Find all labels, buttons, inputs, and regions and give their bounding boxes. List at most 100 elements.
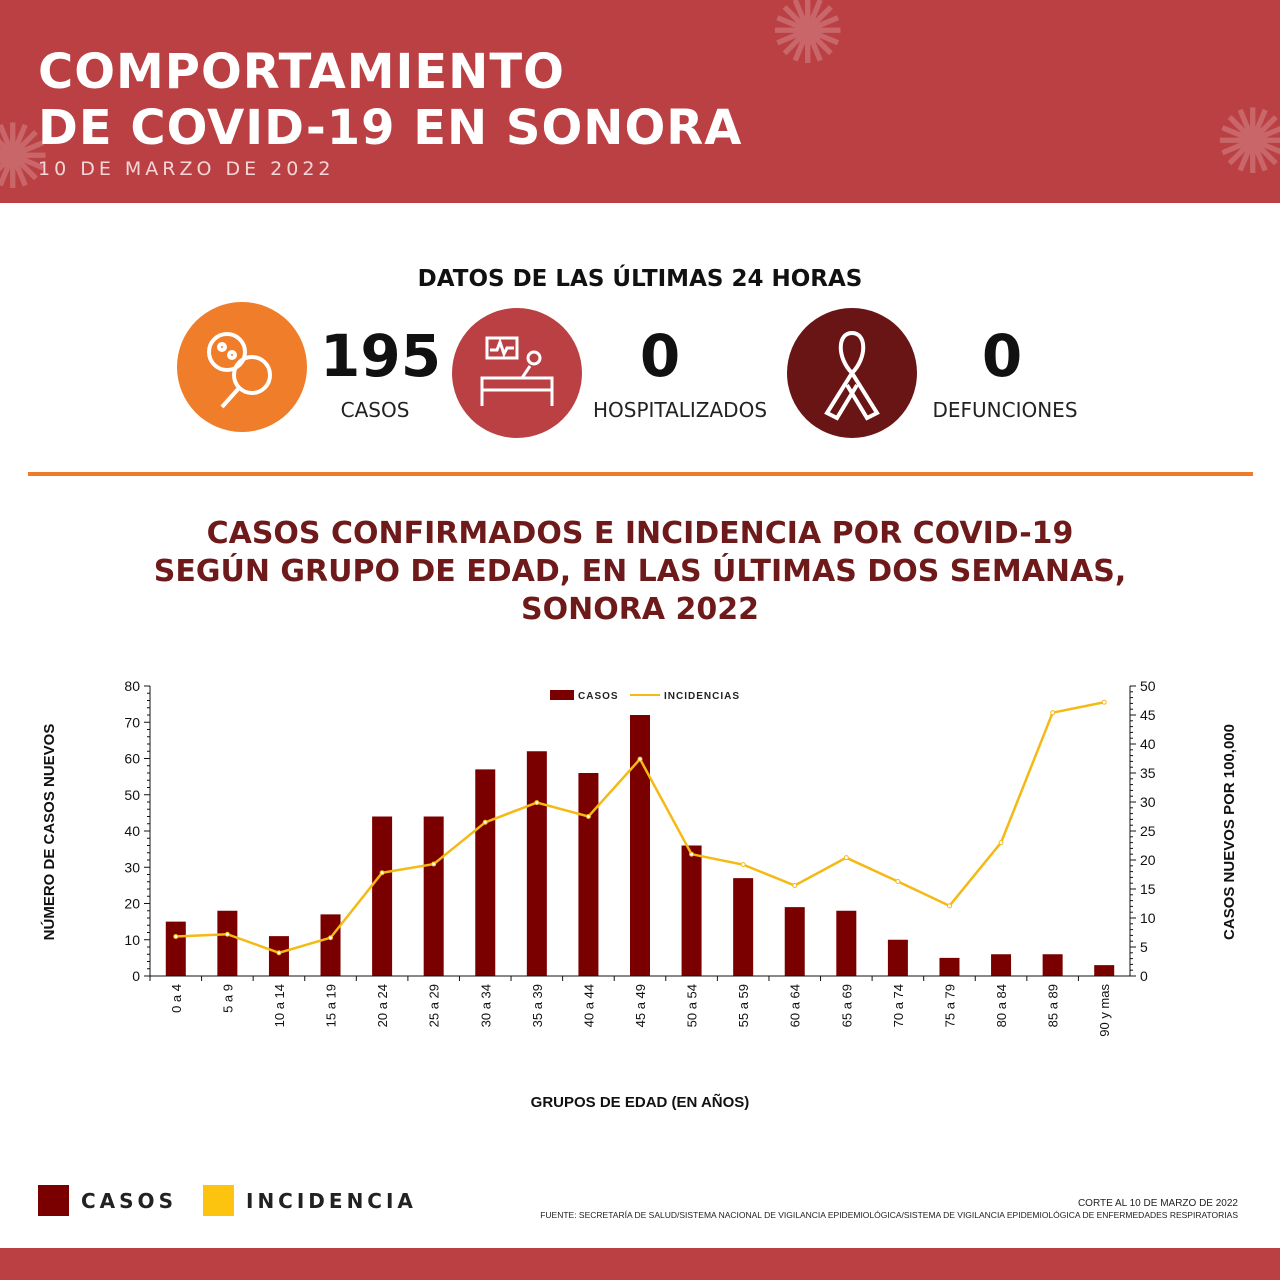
- bar-80-a-84: [991, 954, 1012, 976]
- x-tick-label: 40 a 44: [581, 984, 596, 1027]
- casos-swatch: [38, 1185, 69, 1216]
- legend-incidencias-label: INCIDENCIAS: [664, 691, 740, 702]
- bar-30-a-34: [475, 769, 496, 976]
- y2-tick-label: 45: [1140, 707, 1156, 723]
- y-tick-label: 0: [132, 968, 140, 984]
- incidence-point: [998, 840, 1004, 846]
- deaths-label: DEFUNCIONES: [932, 398, 1078, 422]
- legend-casos-swatch: [550, 690, 574, 700]
- y2-tick-label: 0: [1140, 968, 1148, 984]
- bar-0-a-4: [165, 921, 186, 976]
- chart-title-line: SEGÚN GRUPO DE EDAD, EN LAS ÚLTIMAS DOS …: [153, 554, 1127, 589]
- bar-70-a-74: [887, 939, 908, 976]
- y-tick-label: 70: [124, 714, 140, 730]
- virus-magnifier-icon: [177, 302, 307, 432]
- virus-decoration-icon: ✺: [770, 0, 846, 85]
- x-tick-label: 45 a 49: [633, 984, 648, 1027]
- x-tick-label: 0 a 4: [169, 984, 184, 1013]
- bar-45-a-49: [630, 715, 650, 976]
- incidence-point: [843, 855, 849, 861]
- incidence-point: [689, 851, 695, 857]
- x-axis-label: GRUPOS DE EDAD (EN AÑOS): [531, 1093, 750, 1111]
- y-tick-label: 60: [124, 751, 140, 767]
- y2-tick-label: 40: [1140, 736, 1156, 752]
- y-tick-label: 20: [124, 896, 140, 912]
- incidence-point: [895, 878, 901, 884]
- x-tick-label: 80 a 84: [994, 984, 1009, 1027]
- last24-heading: DATOS DE LAS ÚLTIMAS 24 HORAS: [417, 266, 863, 292]
- y2-tick-label: 10: [1140, 910, 1156, 926]
- y-tick-label: 50: [124, 787, 140, 803]
- incidence-point: [224, 931, 230, 937]
- header-banner: ✺ ✺ ✺ COMPORTAMIENTO DE COVID-19 EN SONO…: [0, 0, 1280, 210]
- x-tick-label: 35 a 39: [530, 984, 545, 1027]
- y-tick-label: 80: [124, 678, 140, 694]
- chart: 0 10 20 30 40 50 60 70 80 0 5 10 15 20 25 30 35 40 45 50 0 a…: [40, 678, 1238, 1111]
- incidence-point: [173, 934, 179, 940]
- bar-35-a-39: [526, 751, 547, 976]
- y-tick-label: 30: [124, 859, 140, 875]
- x-tick-label: 85 a 89: [1046, 984, 1061, 1027]
- page-title: COMPORTAMIENTO DE COVID-19 EN SONORA: [38, 44, 742, 156]
- incidence-point: [585, 814, 591, 819]
- y-axis-label: NÚMERO DE CASOS NUEVOS: [40, 724, 58, 941]
- x-tick-label: 15 a 19: [324, 984, 339, 1027]
- incidence-point: [1101, 699, 1107, 705]
- bar-90-y-mas: [1094, 965, 1115, 976]
- bar-55-a-59: [733, 878, 754, 976]
- bar-85-a-89: [1042, 954, 1063, 976]
- x-tick-label: 65 a 69: [839, 984, 854, 1027]
- x-tick-label: 25 a 29: [427, 984, 442, 1027]
- bar-5-a-9: [217, 910, 238, 976]
- incidence-point: [276, 950, 282, 956]
- incidence-point: [534, 800, 540, 806]
- chart-title: CASOS CONFIRMADOS E INCIDENCIA POR COVID…: [0, 515, 1280, 629]
- y2-tick-label: 15: [1140, 881, 1156, 897]
- incidencia-swatch: [203, 1185, 234, 1216]
- x-tick-label: 5 a 9: [220, 984, 235, 1013]
- divider: [28, 472, 1253, 476]
- report-date: 10 DE MARZO DE 2022: [38, 158, 335, 180]
- bar-50-a-54: [681, 845, 702, 976]
- y2-axis-label: CASOS NUEVOS POR 100,000: [1221, 724, 1238, 940]
- x-tick-label: 60 a 64: [788, 984, 803, 1027]
- y-tick-label: 40: [124, 823, 140, 839]
- virus-decoration-icon: ✺: [1215, 90, 1280, 195]
- legend-casos: CASOS: [38, 1185, 177, 1216]
- x-tick-label: 70 a 74: [891, 984, 906, 1027]
- x-tick-label: 30 a 34: [478, 984, 493, 1027]
- ribbon-icon: [787, 308, 917, 438]
- bar-75-a-79: [939, 957, 960, 976]
- y2-tick-label: 30: [1140, 794, 1156, 810]
- y-tick-label: 10: [124, 932, 140, 948]
- bar-65-a-69: [836, 910, 857, 976]
- x-tick-label: 20 a 24: [375, 984, 390, 1027]
- virus-decoration-icon: ✺: [0, 105, 51, 210]
- bar-20-a-24: [372, 816, 393, 976]
- incidence-point: [379, 870, 385, 876]
- chart-title-line: CASOS CONFIRMADOS E INCIDENCIA POR COVID…: [206, 516, 1074, 551]
- deaths-value: 0: [981, 322, 1023, 390]
- footer-bar: [0, 1248, 1280, 1280]
- bar-10-a-14: [268, 936, 289, 976]
- bar-60-a-64: [784, 907, 805, 976]
- incidence-point: [637, 756, 643, 762]
- title-line: COMPORTAMIENTO: [38, 44, 565, 100]
- x-tick-label: 75 a 79: [942, 984, 957, 1027]
- legend-casos-label: CASOS: [578, 691, 619, 702]
- hospital-bed-icon: [452, 308, 582, 438]
- x-tick-label: 90 y mas: [1097, 984, 1112, 1037]
- y2-tick-label: 25: [1140, 823, 1156, 839]
- incidence-point: [431, 861, 437, 867]
- legend-label: CASOS: [81, 1188, 177, 1213]
- source-note: FUENTE: SECRETARÍA DE SALUD/SISTEMA NACI…: [540, 1210, 1238, 1220]
- hospitalized-label: HOSPITALIZADOS: [592, 398, 768, 422]
- cases-label: CASOS: [340, 398, 410, 422]
- legend-incidencia: INCIDENCIA: [203, 1185, 417, 1216]
- incidence-point: [792, 883, 798, 889]
- incidence-point: [482, 819, 488, 825]
- incidence-point: [328, 935, 334, 941]
- title-line: DE COVID-19 EN SONORA: [38, 100, 743, 156]
- incidence-point: [1050, 710, 1056, 716]
- incidence-point: [740, 862, 746, 868]
